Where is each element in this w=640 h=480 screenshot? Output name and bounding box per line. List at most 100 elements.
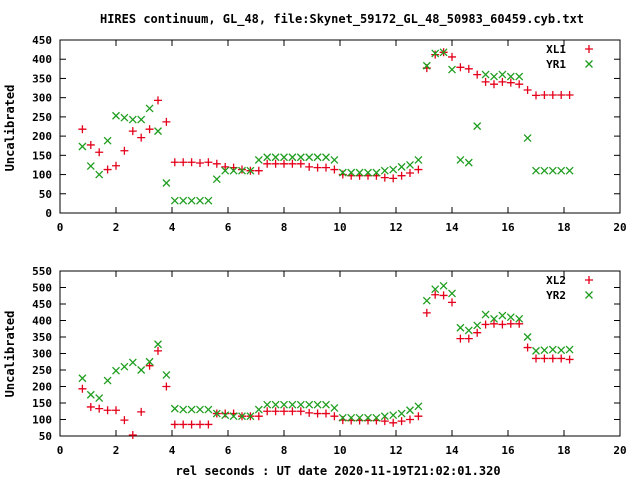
data-point	[170, 420, 179, 429]
data-point	[78, 374, 87, 383]
legend-marker	[585, 291, 593, 299]
y-tick-label: 450	[32, 34, 52, 47]
data-point	[532, 346, 540, 355]
y-tick-label: 100	[32, 414, 52, 427]
data-point	[112, 111, 120, 120]
data-point	[565, 345, 574, 354]
data-point	[515, 80, 524, 89]
y-tick-label: 400	[32, 53, 52, 66]
data-point	[120, 416, 129, 425]
data-point	[187, 158, 196, 167]
data-point	[263, 159, 272, 168]
data-point	[515, 319, 524, 328]
data-point	[120, 362, 129, 371]
data-point	[296, 153, 305, 162]
data-point	[532, 354, 540, 363]
legend-label: XL1	[546, 43, 566, 56]
data-point	[456, 334, 465, 343]
data-point	[464, 326, 473, 335]
data-point	[557, 166, 566, 175]
data-point	[481, 310, 490, 319]
data-point	[204, 196, 213, 205]
data-point	[406, 415, 414, 424]
data-point	[523, 134, 532, 142]
data-point	[540, 354, 549, 363]
x-tick-label: 2	[113, 444, 120, 457]
x-tick-label: 0	[57, 221, 64, 234]
x-tick-label: 16	[501, 444, 515, 457]
series-xl1	[78, 48, 574, 183]
data-point	[397, 409, 406, 418]
legend-marker	[585, 60, 593, 68]
data-point	[263, 407, 272, 416]
data-point	[296, 400, 305, 409]
data-point	[254, 405, 263, 414]
data-point	[456, 63, 465, 72]
data-point	[212, 409, 221, 418]
data-point	[305, 162, 314, 171]
data-point	[296, 159, 305, 168]
data-point	[103, 376, 112, 385]
data-point	[162, 117, 171, 126]
data-point	[137, 133, 146, 142]
data-point	[540, 346, 549, 355]
data-point	[271, 153, 280, 162]
data-point	[179, 196, 188, 205]
data-point	[137, 115, 146, 124]
data-point	[464, 158, 473, 167]
data-point	[187, 405, 196, 414]
data-point	[137, 366, 146, 374]
data-point	[506, 78, 515, 87]
data-point	[523, 85, 532, 94]
data-point	[565, 90, 574, 99]
series-xl2	[78, 290, 574, 440]
plot-frame	[59, 270, 621, 437]
data-point	[86, 162, 95, 171]
data-point	[313, 409, 322, 418]
data-point	[406, 406, 414, 415]
y-tick-label: 200	[32, 130, 52, 143]
data-point	[103, 165, 112, 174]
y-tick-label: 400	[32, 315, 52, 328]
data-point	[498, 311, 507, 320]
data-point	[322, 163, 330, 172]
x-tick-label: 6	[225, 221, 232, 234]
data-point	[112, 161, 120, 170]
data-point	[380, 173, 389, 182]
data-point	[397, 417, 406, 426]
data-point	[380, 166, 389, 175]
data-point	[170, 196, 179, 205]
data-point	[145, 357, 154, 366]
y-tick-label: 350	[32, 331, 52, 344]
x-tick-label: 14	[445, 444, 459, 457]
data-point	[280, 153, 288, 162]
legend-label: XL2	[546, 274, 566, 287]
data-point	[330, 165, 339, 174]
data-point	[179, 405, 188, 414]
data-point	[154, 346, 162, 355]
data-point	[548, 90, 557, 99]
series-yr1	[78, 48, 574, 205]
data-point	[481, 320, 490, 329]
data-point	[372, 413, 381, 422]
data-point	[473, 321, 482, 330]
data-point	[196, 196, 204, 205]
data-point	[196, 159, 204, 168]
data-point	[473, 70, 482, 79]
data-point	[145, 361, 154, 370]
y-tick-label: 550	[32, 265, 52, 278]
data-point	[490, 319, 498, 328]
data-point	[397, 162, 406, 171]
data-point	[355, 168, 364, 177]
data-point	[204, 158, 213, 167]
data-point	[313, 400, 322, 409]
data-point	[288, 159, 297, 168]
data-point	[515, 314, 524, 323]
data-point	[422, 308, 431, 317]
data-point	[532, 91, 540, 100]
data-point	[103, 406, 112, 415]
y-tick-label: 300	[32, 348, 52, 361]
y-tick-label: 50	[39, 188, 52, 201]
data-point	[532, 166, 540, 175]
y-axis-label: Uncalibrated	[3, 85, 17, 172]
